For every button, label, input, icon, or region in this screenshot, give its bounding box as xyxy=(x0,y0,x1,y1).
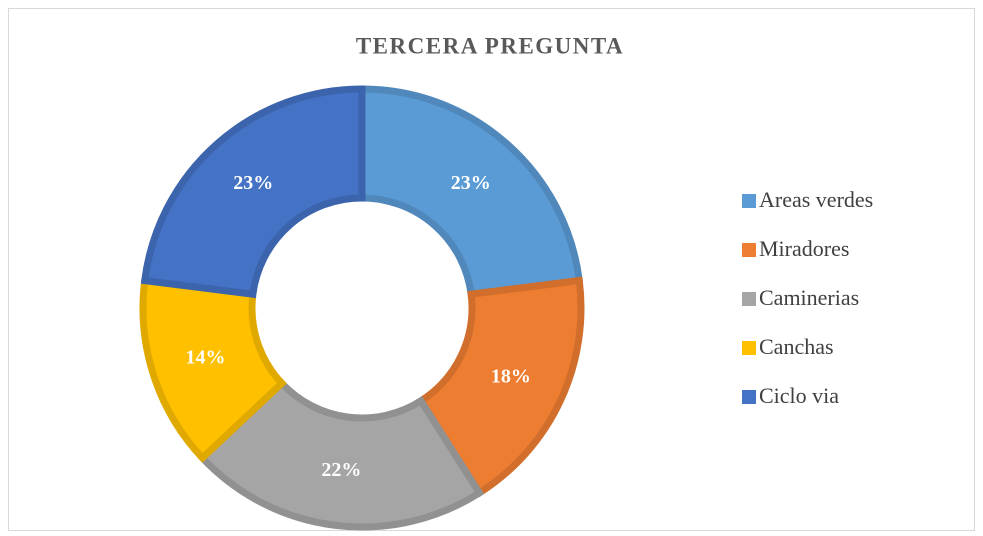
slice-outline xyxy=(358,85,584,299)
chart-title: TERCERA PREGUNTA xyxy=(356,33,624,58)
legend-label: Miradores xyxy=(759,236,849,261)
legend-label: Ciclo via xyxy=(759,383,839,408)
legend-swatch xyxy=(742,243,756,257)
slice xyxy=(144,89,362,295)
slice xyxy=(420,280,582,493)
legend-label: Canchas xyxy=(759,334,834,359)
data-label: 23% xyxy=(451,172,491,194)
legend-label: Caminerias xyxy=(759,285,859,310)
data-label: 14% xyxy=(186,346,226,368)
data-label: 22% xyxy=(321,459,361,481)
slice-outline xyxy=(197,378,485,531)
slice xyxy=(202,383,480,527)
legend-swatch xyxy=(742,292,756,306)
legend-swatch xyxy=(742,390,756,404)
legend-label: Areas verdes xyxy=(759,187,873,212)
legend-swatch xyxy=(742,341,756,355)
slice xyxy=(362,89,580,295)
slice-outline xyxy=(416,276,585,498)
data-label: 18% xyxy=(491,366,531,388)
slice-outline xyxy=(140,85,366,299)
legend-swatch xyxy=(742,194,756,208)
data-label: 23% xyxy=(233,172,273,194)
